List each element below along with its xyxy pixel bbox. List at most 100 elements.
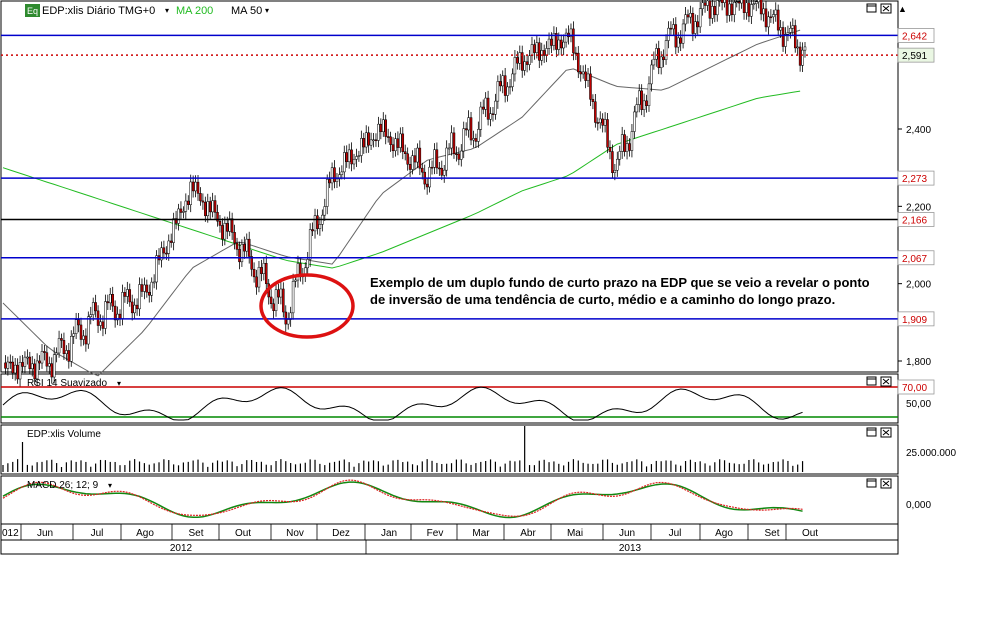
level-tag-5 <box>897 311 935 327</box>
candle-body <box>306 259 309 269</box>
candle-body <box>776 9 780 31</box>
candle-body <box>559 39 563 49</box>
rsi-indicator: 70,00 50,00 <box>1 379 935 421</box>
candle-body <box>467 117 470 131</box>
month-label: Set <box>764 528 779 539</box>
candle-body <box>774 9 777 15</box>
candle-body <box>369 139 373 146</box>
axis-drag-handle-icon[interactable]: ▲ <box>898 4 907 14</box>
candle-body <box>323 206 327 216</box>
candle-body <box>486 97 490 120</box>
candle-body <box>109 294 112 304</box>
symbol-badge[interactable] <box>25 4 40 17</box>
candle-body <box>803 46 807 51</box>
candle-body <box>752 3 756 5</box>
candle-body <box>211 200 214 213</box>
level-tag-3 <box>897 212 935 227</box>
rsi-title[interactable]: RSI 14 Suavizado <box>27 378 107 389</box>
price-panel-close-icon[interactable] <box>880 3 892 14</box>
volume-title[interactable]: EDP:xlis Volume <box>27 429 101 440</box>
candle-body <box>720 0 724 3</box>
candle-body <box>121 292 124 319</box>
candle-body <box>657 48 660 69</box>
volume-panel-maximize-icon[interactable] <box>866 427 877 437</box>
candle-body <box>196 181 200 194</box>
candle-body <box>452 132 456 154</box>
candle-body <box>250 256 253 270</box>
candle-body <box>650 64 653 85</box>
macd-panel-frame <box>0 475 899 525</box>
month-label: Set <box>188 528 203 539</box>
month-label: Dez <box>332 528 350 539</box>
year-label: 2013 <box>619 543 642 554</box>
candle-body <box>564 32 568 43</box>
rsi-panel-close-icon[interactable] <box>880 376 892 387</box>
candle-body <box>491 113 495 115</box>
candle-body <box>40 351 44 364</box>
candle-body <box>550 38 553 46</box>
macd-title[interactable]: MACD 26; 12; 9 <box>27 480 99 491</box>
volume-panel-close-icon[interactable] <box>880 427 892 438</box>
candle-body <box>284 311 288 325</box>
candle-body <box>60 338 63 341</box>
candle-body <box>277 289 280 298</box>
candle-body <box>518 52 522 64</box>
candle-body <box>772 14 775 18</box>
candle-body <box>572 28 575 54</box>
volume-tick-label: 25.000.000 <box>906 448 956 459</box>
candle-body <box>26 356 29 359</box>
candle-body <box>428 166 431 188</box>
candle-body <box>477 129 480 142</box>
price-tick-label: 2,200 <box>906 202 931 213</box>
candle-body <box>48 363 51 367</box>
candle-body <box>152 281 156 284</box>
candle-body <box>28 356 32 370</box>
candle-body <box>796 46 799 49</box>
annotation-line-1: Exemplo de um duplo fundo de curto prazo… <box>370 275 870 290</box>
candle-body <box>269 296 273 304</box>
candle-body <box>613 170 617 173</box>
candle-body <box>584 71 587 81</box>
candle-body <box>655 48 658 60</box>
candle-body <box>126 289 129 297</box>
macd-panel-close-icon[interactable] <box>880 478 892 489</box>
time-axis: Jun Jul Ago Set Out Nov Dez Jan Fev Mar Abr Mai Jun J… <box>2 524 818 554</box>
candle-body <box>676 37 680 48</box>
candle-body <box>238 249 241 263</box>
candle-body <box>562 41 565 49</box>
candle-body <box>386 136 390 138</box>
rsi-panel-maximize-icon[interactable] <box>866 376 877 386</box>
volume-panel-frame <box>0 424 899 475</box>
rsi-upper-label: 70,00 <box>902 383 927 394</box>
price-panel-frame <box>0 0 899 373</box>
candle-body <box>235 242 239 250</box>
candle-body <box>226 223 229 232</box>
candle-body <box>640 90 643 110</box>
candle-body <box>499 81 502 87</box>
candle-body <box>45 352 49 367</box>
candle-body <box>652 58 656 66</box>
macd-indicator: 0,000 <box>2 479 931 519</box>
candlesticks <box>4 0 807 387</box>
ma50-chevron-icon[interactable]: ▾ <box>265 6 269 15</box>
candle-body <box>694 21 697 34</box>
candle-body <box>421 167 424 173</box>
price-panel-maximize-icon[interactable] <box>866 3 877 13</box>
candle-body <box>552 33 556 46</box>
candle-body <box>191 181 195 192</box>
macd-panel-maximize-icon[interactable] <box>866 478 877 488</box>
candle-body <box>230 218 234 233</box>
candle-body <box>350 149 353 165</box>
rsi-chevron-icon[interactable]: ▾ <box>117 379 121 388</box>
candle-body <box>343 152 346 173</box>
macd-chevron-icon[interactable]: ▾ <box>108 481 112 490</box>
candle-body <box>711 6 714 19</box>
chart-title[interactable]: EDP:xlis Diário TMG+0 <box>42 5 155 17</box>
ma50-label[interactable]: MA 50 <box>231 5 262 17</box>
level-tag-label-4: 2,067 <box>902 254 927 265</box>
ma200-label[interactable]: MA 200 <box>176 5 213 17</box>
chart-title-chevron-icon[interactable]: ▾ <box>165 6 169 15</box>
candle-body <box>728 3 731 16</box>
candle-body <box>194 181 197 192</box>
